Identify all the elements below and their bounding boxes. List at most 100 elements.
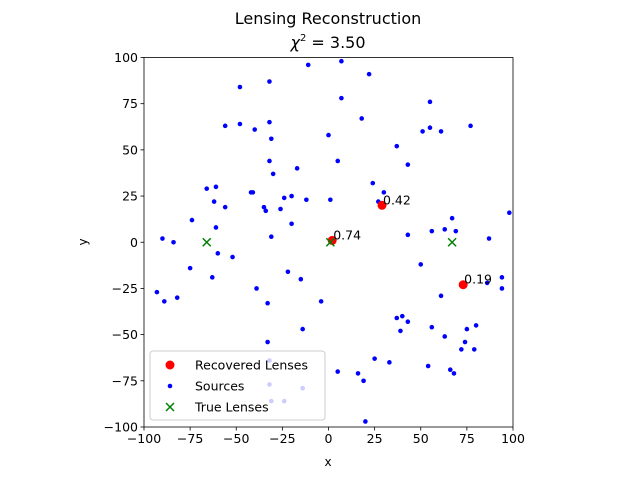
source-point (418, 262, 424, 267)
source-point (285, 269, 291, 275)
true-lense-point (447, 237, 457, 247)
x-axis-ticks: −100 −75 −50 −25 0 25 50 75 100 (127, 427, 525, 446)
y-tick-label: 0 (130, 235, 138, 250)
x-tick-label: −100 (127, 431, 161, 446)
source-point (267, 119, 272, 125)
plot-marks: 0.42 0.74 0.19 (154, 58, 512, 424)
x-axis-label: x (324, 455, 331, 469)
y-tick-label: −50 (112, 327, 138, 342)
source-point (222, 204, 228, 210)
true-lense-point (202, 237, 212, 247)
source-point (154, 289, 160, 295)
source-point (261, 204, 267, 210)
x-tick-label: 50 (413, 431, 429, 446)
source-point (405, 162, 411, 167)
x-tick-label: 0 (325, 431, 333, 446)
x-tick-label: 75 (459, 431, 475, 446)
source-point (213, 225, 219, 230)
source-point (438, 129, 444, 134)
source-point (484, 280, 490, 286)
legend-label: Sources (195, 379, 244, 394)
chart-title: Lensing Reconstruction (235, 9, 422, 28)
source-point (359, 116, 365, 121)
source-point (174, 295, 180, 300)
source-point (281, 195, 287, 201)
source-point (171, 239, 176, 245)
y-axis-ticks: −100 −75 −50 −25 0 25 50 75 100 (104, 50, 144, 435)
source-point (300, 326, 305, 332)
chi-superscript: 2 (300, 33, 306, 44)
source-point (394, 143, 400, 149)
x-tick-label: 25 (367, 431, 383, 446)
chi-value: = 3.50 (306, 33, 365, 52)
source-point (298, 276, 304, 282)
x-tick-label: −75 (177, 431, 203, 446)
source-point (449, 215, 455, 221)
source-point (189, 217, 195, 223)
recovered-lense-point (377, 200, 387, 210)
source-point (442, 227, 448, 232)
source-point (252, 127, 257, 132)
y-tick-label: −25 (112, 281, 138, 296)
source-point (394, 315, 400, 321)
source-point (339, 58, 344, 64)
source-point (254, 286, 259, 291)
source-point (265, 300, 270, 306)
source-point (372, 356, 377, 361)
source-point (278, 206, 283, 212)
source-point (355, 371, 361, 376)
source-point (381, 190, 387, 195)
x-tick-label: 100 (501, 431, 525, 446)
source-point (429, 228, 435, 234)
chart-subtitle: χ2 = 3.50 (289, 33, 365, 52)
y-tick-label: 75 (122, 96, 138, 111)
legend-label: True Lenses (194, 400, 269, 415)
source-point (387, 360, 392, 365)
y-tick-label: 100 (114, 50, 138, 65)
source-point (269, 234, 274, 240)
source-point (304, 197, 309, 203)
source-point (447, 367, 453, 373)
source-point (204, 186, 210, 191)
source-point (335, 158, 341, 164)
source-point (366, 71, 372, 77)
source-point (213, 184, 219, 190)
x-tick-label: −25 (269, 431, 295, 446)
source-point (363, 419, 368, 424)
legend-marker (167, 383, 173, 389)
source-point (339, 95, 344, 101)
source-point (161, 299, 167, 304)
recovered-lense-point (458, 280, 468, 290)
legend-box (149, 350, 326, 421)
source-point (328, 197, 333, 203)
source-point (451, 371, 457, 376)
source-point (289, 193, 294, 199)
source-point (471, 347, 477, 352)
legend: Recovered Lenses Sources True Lenses (149, 350, 326, 421)
source-point (405, 319, 411, 324)
source-point (400, 313, 405, 319)
chi-symbol: χ (289, 33, 300, 52)
lens-strength-label: 0.19 (464, 272, 492, 287)
source-point (420, 129, 425, 134)
source-point (453, 228, 459, 234)
source-point (425, 363, 431, 369)
source-point (160, 236, 165, 241)
legend-marker (165, 360, 175, 370)
source-point (237, 121, 243, 127)
y-axis-label: y (76, 238, 90, 245)
source-point (215, 251, 221, 256)
source-point (267, 158, 272, 164)
source-point (270, 171, 276, 177)
source-point (499, 286, 505, 291)
source-point (305, 62, 311, 68)
source-point (230, 254, 235, 260)
source-point (209, 275, 215, 280)
legend-marker (165, 402, 175, 412)
source-point (438, 293, 444, 299)
y-tick-label: 25 (122, 189, 138, 204)
lens-strength-label: 0.74 (333, 227, 361, 242)
source-point (464, 326, 470, 332)
source-point (265, 339, 270, 345)
